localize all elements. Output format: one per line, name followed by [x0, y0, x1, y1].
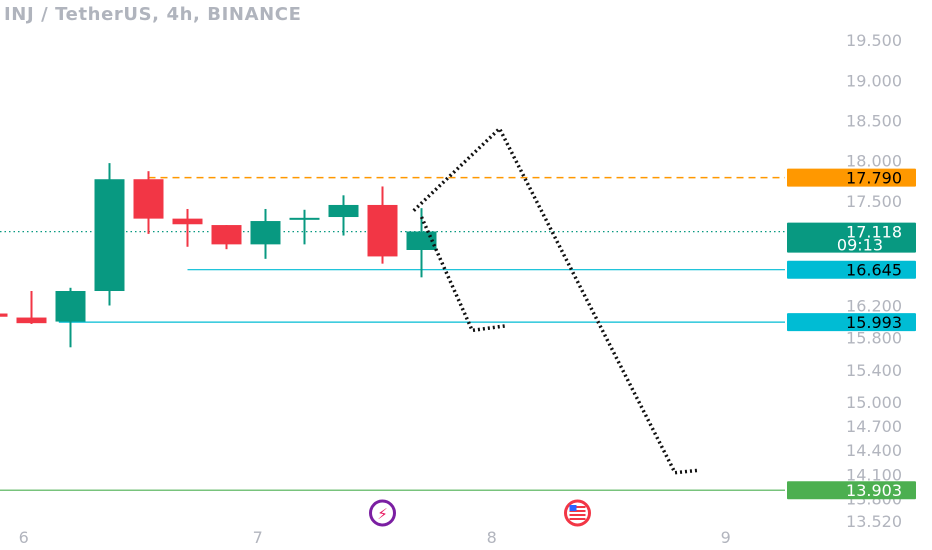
price-tick-label: 18.500 [846, 112, 902, 131]
price-tag-label: 15.993 [846, 313, 902, 332]
candle-body [211, 225, 242, 245]
candle-body [133, 179, 164, 219]
candle-down[interactable] [0, 313, 8, 318]
price-tick-label: 19.500 [846, 31, 902, 50]
price-tick-label: 15.000 [846, 393, 902, 412]
price-tick-label: 14.400 [846, 441, 902, 460]
price-tag-box [787, 260, 916, 279]
us-flag-icon[interactable] [564, 499, 591, 527]
price-tag-box [787, 481, 916, 500]
candle-body [94, 179, 125, 292]
price-tick-label: 18.000 [846, 152, 902, 171]
candle-down[interactable] [211, 225, 242, 250]
price-tick-label: 17.500 [846, 192, 902, 211]
price-tag[interactable]: 16.645 [787, 260, 916, 280]
price-tag[interactable]: 17.790 [787, 168, 916, 188]
candle-up[interactable] [328, 195, 359, 236]
price-tick-label: 19.000 [846, 71, 902, 90]
candle-body [289, 217, 320, 220]
price-tick-label: 13.520 [846, 512, 902, 531]
candle-body [172, 218, 203, 225]
price-tag[interactable]: 15.993 [787, 313, 916, 332]
time-tick-label: 6 [19, 528, 29, 547]
candle-down[interactable] [133, 171, 164, 234]
time-tick-label: 8 [487, 528, 497, 547]
candle-body [55, 291, 86, 322]
price-tag-box [787, 222, 916, 253]
flag-stripe [569, 510, 586, 512]
price-tag-label: 16.645 [846, 261, 902, 280]
price-tag-box [787, 313, 916, 332]
price-tick-label: 14.700 [846, 417, 902, 436]
projection-path[interactable] [412, 125, 699, 475]
price-tag-label: 17.118 [846, 223, 902, 242]
candle-body [250, 221, 281, 245]
lightning-icon[interactable]: ⚡ [369, 499, 396, 527]
price-tag-label: 17.790 [846, 169, 902, 188]
flag-canton [569, 505, 577, 511]
price-tag-box [787, 168, 916, 187]
candle-body [0, 313, 8, 317]
chart-title: INJ / TetherUS, 4h, BINANCE [4, 4, 302, 25]
lightning-icon-ring [369, 499, 396, 527]
candle-body [328, 204, 359, 218]
candle-down[interactable] [367, 186, 398, 264]
flag-stripe [569, 518, 586, 520]
time-tick-label: 9 [721, 528, 731, 547]
candle-body [16, 317, 47, 324]
price-tick-label: 14.100 [846, 465, 902, 484]
time-tick-label: 7 [253, 528, 263, 547]
price-tag-label: 13.903 [846, 481, 902, 500]
candle-up[interactable] [55, 287, 86, 348]
candle-up[interactable] [94, 163, 125, 306]
flag-stripe [569, 506, 586, 508]
price-tag[interactable]: 13.903 [787, 481, 916, 500]
price-tick-label: 15.400 [846, 361, 902, 380]
projection-branch[interactable] [419, 216, 508, 333]
price-tick-label: 15.800 [846, 329, 902, 348]
price-tick-label: 16.200 [846, 296, 902, 315]
flag-stripe [569, 514, 586, 516]
candle-up[interactable] [289, 209, 320, 245]
candle-body [367, 204, 398, 257]
candle-up[interactable] [250, 208, 281, 259]
countdown-label: 09:13 [837, 236, 883, 255]
candle-down[interactable] [16, 291, 47, 324]
candle-down[interactable] [172, 208, 203, 247]
lightning-glyph: ⚡ [377, 505, 388, 523]
